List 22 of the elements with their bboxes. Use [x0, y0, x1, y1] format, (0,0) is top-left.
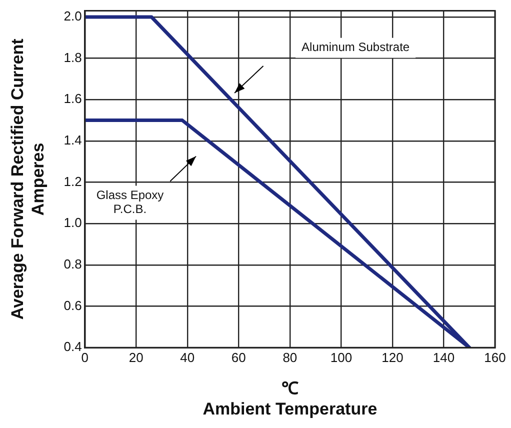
y-tick-label: 1.2 — [64, 174, 82, 189]
annotation: Aluminum Substrate — [302, 40, 410, 54]
x-tick-label: 160 — [484, 350, 506, 365]
annotation: Glass Epoxy P.C.B. — [96, 188, 164, 216]
y-tick-label: 0.4 — [64, 339, 82, 354]
y-axis-title: Average Forward Rectified Current Amperes — [8, 38, 48, 320]
y-tick-label: 1.6 — [64, 91, 82, 106]
x-tick-label: 40 — [180, 350, 195, 365]
y-tick-label: 0.6 — [64, 298, 82, 313]
x-tick-label: 140 — [432, 350, 455, 365]
y-tick-label: 1.0 — [64, 215, 82, 230]
x-tick-label: 100 — [330, 350, 352, 365]
x-tick-label: 0 — [81, 350, 88, 365]
x-tick-label: 120 — [382, 350, 404, 365]
y-tick-label: 1.8 — [64, 50, 82, 65]
x-axis-title: ℃ Ambient Temperature — [202, 379, 378, 418]
y-tick-label: 0.8 — [64, 256, 82, 272]
x-tick-label: 20 — [128, 350, 144, 365]
x-tick-label: 80 — [282, 350, 298, 365]
y-tick-label: 2.0 — [64, 8, 82, 24]
x-tick-label: 60 — [231, 350, 246, 365]
y-tick-label: 1.4 — [64, 132, 82, 148]
